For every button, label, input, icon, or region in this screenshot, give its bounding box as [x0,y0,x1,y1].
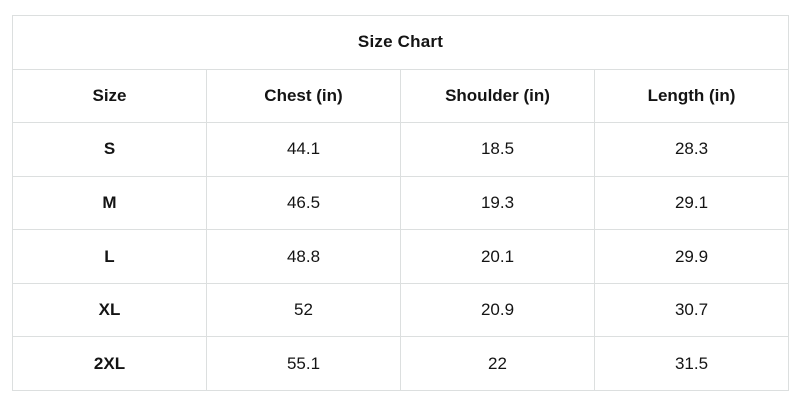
chest-cell: 44.1 [206,122,401,177]
shoulder-cell: 22 [400,336,595,391]
chest-cell: 52 [206,282,401,338]
shoulder-cell: 18.5 [400,122,595,177]
header-row: Size Chest (in) Shoulder (in) Length (in… [12,68,789,124]
size-cell: M [12,175,207,231]
table-row: L 48.8 20.1 29.9 [12,229,789,284]
column-header-chest: Chest (in) [206,68,401,124]
size-chart: Size Chart Size Chest (in) Shoulder (in)… [12,15,789,391]
size-cell: 2XL [12,336,207,391]
shoulder-cell: 19.3 [400,175,595,231]
length-cell: 30.7 [594,282,789,338]
size-chart-table: Size Chart Size Chest (in) Shoulder (in)… [12,15,789,391]
column-header-length: Length (in) [594,68,789,124]
chest-cell: 46.5 [206,175,401,231]
size-cell: S [12,122,207,177]
chest-cell: 55.1 [206,336,401,391]
length-cell: 29.9 [594,229,789,284]
length-cell: 31.5 [594,336,789,391]
column-header-size: Size [12,68,207,124]
table-row: S 44.1 18.5 28.3 [12,122,789,177]
table-row: XL 52 20.9 30.7 [12,282,789,338]
shoulder-cell: 20.9 [400,282,595,338]
column-header-shoulder: Shoulder (in) [400,68,595,124]
table-row: 2XL 55.1 22 31.5 [12,336,789,391]
length-cell: 29.1 [594,175,789,231]
title-row: Size Chart [12,15,789,70]
table-title: Size Chart [12,15,789,70]
table-row: M 46.5 19.3 29.1 [12,175,789,231]
size-cell: XL [12,282,207,338]
chest-cell: 48.8 [206,229,401,284]
length-cell: 28.3 [594,122,789,177]
size-cell: L [12,229,207,284]
shoulder-cell: 20.1 [400,229,595,284]
